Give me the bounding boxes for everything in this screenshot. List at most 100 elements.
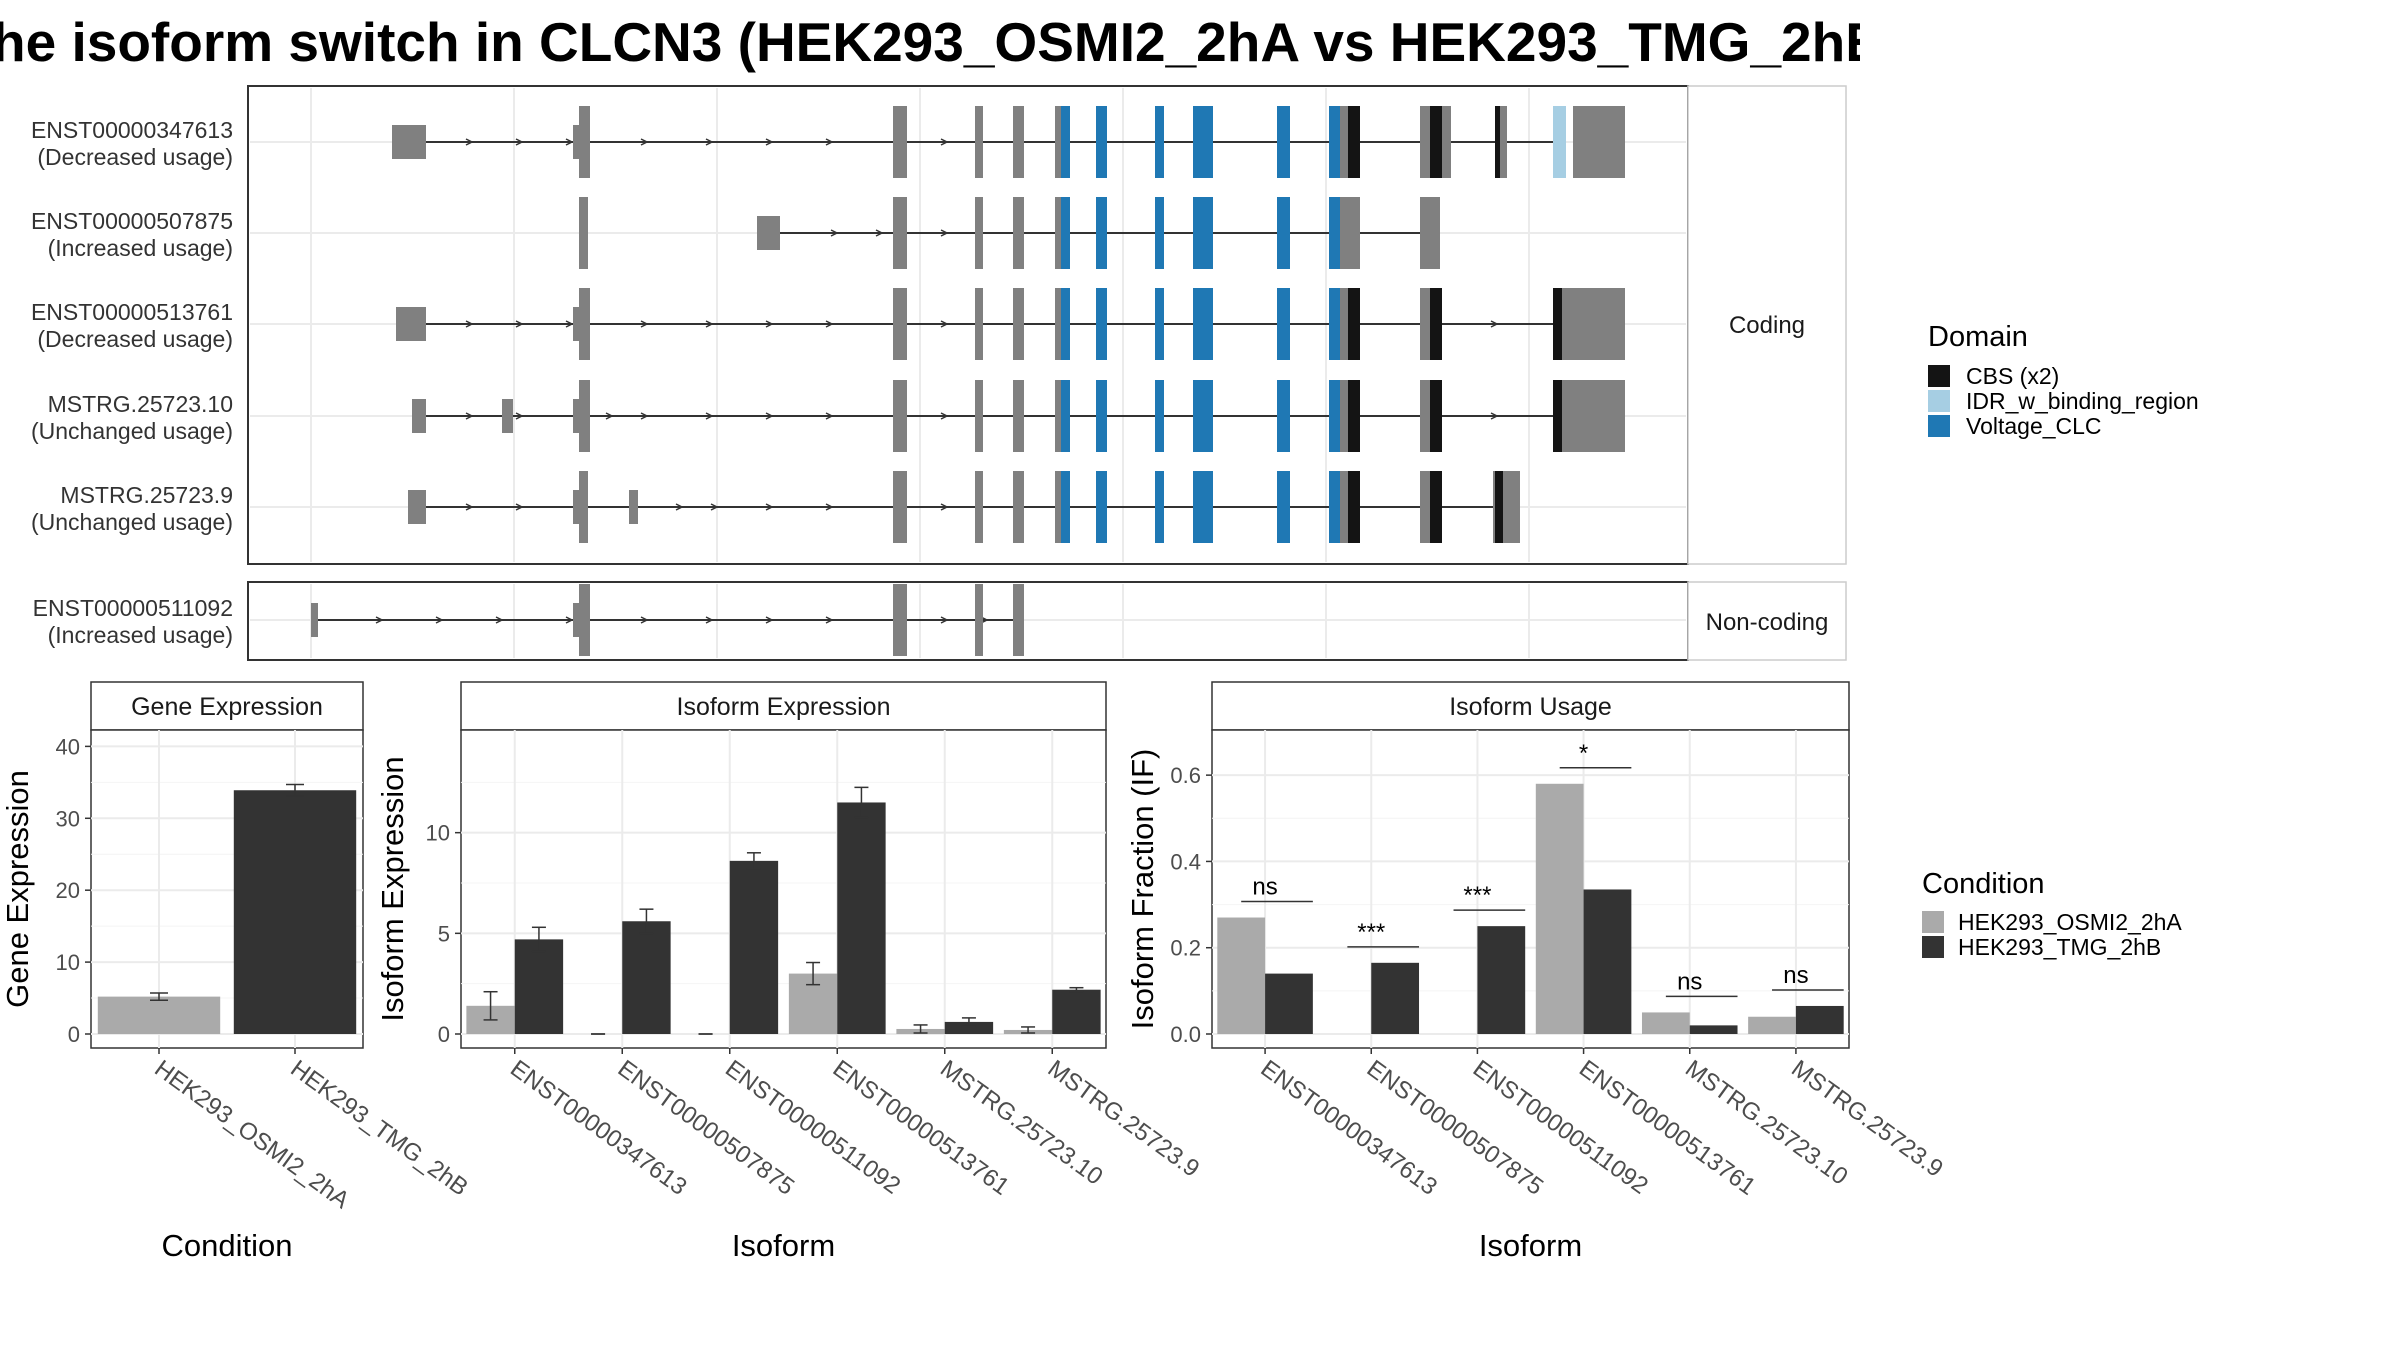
strand-arrow xyxy=(515,138,524,146)
x-tick-label: ENST00000347613 xyxy=(505,1055,691,1201)
x-tick-label: ENST00000513761 xyxy=(1574,1055,1760,1201)
transcript-id-label: ENST00000507875 xyxy=(31,208,233,234)
exon-block xyxy=(893,584,907,656)
exon-block xyxy=(408,490,426,524)
domain-block xyxy=(1430,288,1442,360)
transcript-id-label: MSTRG.25723.10 xyxy=(48,391,233,417)
noncoding-strip-label: Non-coding xyxy=(1706,609,1829,636)
figure-title: he isoform switch in CLCN3 (HEK293_OSMI2… xyxy=(0,11,1860,73)
panel-plot-frame xyxy=(460,729,1107,1049)
exon-block xyxy=(1057,471,1064,543)
domain-block xyxy=(1193,380,1213,452)
domain-block xyxy=(1348,288,1360,360)
strand-arrow xyxy=(825,138,834,146)
strand-arrow xyxy=(765,138,774,146)
exon-block xyxy=(311,603,318,637)
domain-block xyxy=(1277,106,1290,178)
domain-block xyxy=(1430,471,1442,543)
exon-block xyxy=(579,106,588,178)
transcript-id-label: ENST00000511092 xyxy=(33,595,233,621)
x-tick-label: ENST00000507875 xyxy=(1362,1055,1548,1201)
exon-block xyxy=(579,471,588,543)
exon-block xyxy=(629,490,638,524)
transcript-id-label: MSTRG.25723.9 xyxy=(60,482,233,508)
bar xyxy=(622,921,671,1034)
x-tick-label: ENST00000507875 xyxy=(613,1055,799,1201)
exon-block xyxy=(573,125,582,159)
strand-arrow xyxy=(765,503,774,511)
transcript-id-label: ENST00000513761 xyxy=(31,299,233,325)
domain-block xyxy=(1348,471,1360,543)
strand-arrow xyxy=(705,138,714,146)
bar-panel-3: Isoform Usage 0.0 0.2 0.4 0.6 ns ENST000003476… xyxy=(1125,681,1948,1263)
strand-arrow xyxy=(940,320,949,328)
exon-block xyxy=(573,603,582,637)
y-tick-label: 0 xyxy=(438,1022,450,1047)
strand-arrow xyxy=(1490,320,1499,328)
condition-legend-swatch xyxy=(1922,911,1944,933)
exon-block xyxy=(1013,471,1024,543)
transcript-usage-label: (Decreased usage) xyxy=(37,144,233,170)
strand-arrow xyxy=(375,616,384,624)
exon-block xyxy=(1555,380,1625,452)
y-tick-label: 10 xyxy=(426,821,450,846)
exon-block xyxy=(1013,288,1024,360)
domain-block xyxy=(1193,197,1213,269)
exon-block xyxy=(893,197,907,269)
x-tick-label: ENST00000511092 xyxy=(720,1055,905,1200)
strand-arrow xyxy=(435,616,444,624)
exon-block xyxy=(579,197,588,269)
strand-arrow xyxy=(640,138,649,146)
exon-block xyxy=(1573,106,1625,178)
exon-block xyxy=(573,399,582,433)
domain-legend-title: Domain xyxy=(1928,321,2028,353)
domain-block xyxy=(1348,106,1360,178)
domain-legend-swatch xyxy=(1928,365,1950,387)
transcript-usage-label: (Increased usage) xyxy=(48,235,233,261)
exon-block xyxy=(1420,288,1430,360)
significance-label: *** xyxy=(1357,919,1385,946)
exon-block xyxy=(1057,288,1064,360)
domain-legend-label: Voltage_CLC xyxy=(1966,413,2102,439)
strand-arrow xyxy=(515,503,524,511)
domain-block xyxy=(1193,471,1213,543)
y-tick-label: 20 xyxy=(56,878,80,903)
transcript-track-6 xyxy=(311,584,1024,656)
strand-arrow xyxy=(640,412,649,420)
bar xyxy=(837,802,886,1034)
exon-block xyxy=(1057,197,1064,269)
x-axis-title: Isoform xyxy=(1479,1228,1582,1263)
exon-block xyxy=(1340,288,1348,360)
coding-strip-label: Coding xyxy=(1729,312,1805,339)
bar xyxy=(1371,962,1420,1034)
bar xyxy=(1477,926,1526,1034)
exon-block xyxy=(1340,106,1348,178)
transcript-usage-label: (Unchanged usage) xyxy=(31,509,233,535)
strand-arrow xyxy=(765,616,774,624)
transcript-track-5 xyxy=(408,471,1520,543)
y-tick-label: 0.2 xyxy=(1170,936,1201,961)
exon-block xyxy=(975,288,983,360)
exon-block xyxy=(975,380,983,452)
exon-block xyxy=(1420,197,1436,269)
domain-block xyxy=(1329,288,1340,360)
panel-strip xyxy=(1211,681,1850,731)
exon-block xyxy=(975,471,983,543)
domain-block xyxy=(1155,197,1164,269)
panel-strip-label: Gene Expression xyxy=(131,693,323,721)
strand-arrow xyxy=(565,616,574,624)
strand-arrow xyxy=(710,503,719,511)
exon-block xyxy=(772,216,780,250)
significance-label: ns xyxy=(1783,962,1808,989)
exon-block xyxy=(1013,584,1024,656)
domain-block xyxy=(1277,380,1290,452)
panel-strip-label: Isoform Usage xyxy=(1449,693,1612,721)
strand-arrow xyxy=(765,412,774,420)
strand-arrow xyxy=(705,616,714,624)
noncoding-strip-box xyxy=(1687,581,1847,661)
exon-block xyxy=(1340,471,1348,543)
strand-arrow xyxy=(565,138,574,146)
bar xyxy=(97,996,221,1034)
exon-block xyxy=(392,125,426,159)
strand-arrow xyxy=(940,229,949,237)
